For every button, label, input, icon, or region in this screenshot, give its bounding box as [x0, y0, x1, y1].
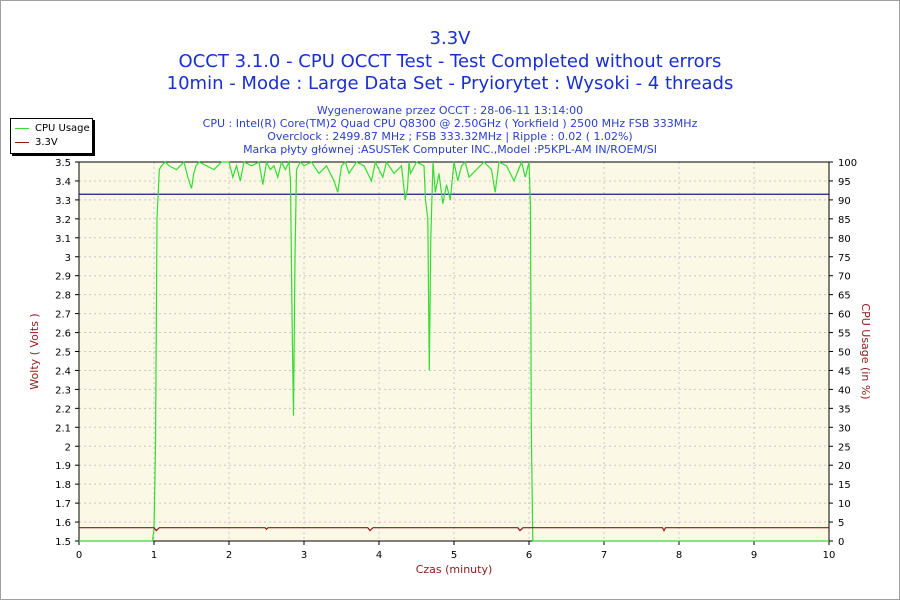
- y-tick-label: 2.4: [55, 366, 71, 377]
- y2-tick-label: 80: [838, 234, 851, 245]
- y-tick-label: 3.2: [55, 215, 71, 226]
- x-tick-label: 10: [823, 550, 836, 561]
- x-tick-label: 3: [301, 550, 307, 561]
- series-line-cpu-usage: [79, 159, 829, 542]
- legend-item-3v3: 3.3V: [15, 137, 58, 149]
- y-tick-label: 3.4: [55, 177, 71, 188]
- y-tick-label: 2: [65, 442, 71, 453]
- y2-tick-label: 40: [838, 385, 851, 396]
- y-tick-label: 2.9: [55, 272, 71, 283]
- legend-item-cpu-usage: CPU Usage: [15, 123, 90, 135]
- y2-tick-label: 20: [838, 461, 851, 472]
- x-axis-label: Czas (minuty): [416, 563, 493, 576]
- y2-tick-label: 100: [838, 158, 857, 169]
- y2-tick-label: 45: [838, 366, 851, 377]
- y-tick-label: 1.7: [55, 499, 71, 510]
- y2-tick-label: 50: [838, 348, 851, 359]
- x-tick-label: 5: [451, 550, 457, 561]
- y-tick-label: 3.3: [55, 196, 71, 207]
- y2-axis-label: CPU Usage (in %): [859, 303, 872, 399]
- y-tick-label: 3.5: [55, 158, 71, 169]
- y-tick-label: 2.6: [55, 329, 71, 340]
- info-cpu: CPU : Intel(R) Core(TM)2 Quad CPU Q8300 …: [202, 117, 698, 130]
- y2-tick-label: 5: [838, 518, 844, 529]
- y2-tick-label: 25: [838, 442, 851, 453]
- chart-subtitle-test: OCCT 3.1.0 - CPU OCCT Test - Test Comple…: [178, 51, 722, 72]
- x-tick-label: 9: [751, 550, 757, 561]
- y2-tick-label: 0: [838, 537, 844, 548]
- y2-tick-label: 15: [838, 480, 851, 491]
- y-tick-label: 1.9: [55, 461, 71, 472]
- legend: CPU Usage 3.3V: [10, 118, 93, 154]
- y2-tick-label: 75: [838, 253, 851, 264]
- y-tick-label: 1.5: [55, 537, 71, 548]
- y-tick-label: 1.8: [55, 480, 71, 491]
- y2-tick-label: 70: [838, 272, 851, 283]
- legend-label-cpu-usage: CPU Usage: [35, 123, 90, 134]
- x-tick-label: 0: [76, 550, 82, 561]
- series-line-3v3: [79, 527, 829, 532]
- y-tick-label: 3.1: [55, 234, 71, 245]
- y2-tick-label: 55: [838, 329, 851, 340]
- x-tick-label: 6: [526, 550, 532, 561]
- y-tick-label: 2.3: [55, 385, 71, 396]
- y-axis-label: Wolty ( Volts ): [28, 313, 41, 389]
- y2-tick-label: 10: [838, 499, 851, 510]
- y-tick-label: 2.8: [55, 291, 71, 302]
- chart-title: 3.3V: [429, 28, 471, 49]
- legend-swatch-3v3: [15, 141, 29, 143]
- info-motherboard: Marka płyty głównej :ASUSTeK Computer IN…: [243, 143, 657, 156]
- x-tick-label: 1: [151, 550, 157, 561]
- y-tick-label: 2.1: [55, 423, 71, 434]
- y-tick-label: 3: [65, 253, 71, 264]
- x-tick-label: 8: [676, 550, 682, 561]
- y2-tick-label: 90: [838, 196, 851, 207]
- info-overclock: Overclock : 2499.87 MHz ; FSB 333.32MHz …: [267, 130, 633, 143]
- info-generated: Wygenerowane przez OCCT : 28-06-11 13:14…: [316, 104, 584, 117]
- x-tick-label: 4: [376, 550, 382, 561]
- x-tick-label: 7: [601, 550, 607, 561]
- y2-tick-label: 35: [838, 404, 851, 415]
- y2-tick-label: 30: [838, 423, 851, 434]
- y2-tick-label: 60: [838, 310, 851, 321]
- y-tick-label: 2.5: [55, 348, 71, 359]
- chart-subtitle-mode: 10min - Mode : Large Data Set - Pryioryt…: [166, 73, 734, 94]
- legend-swatch-cpu-usage: [15, 127, 29, 129]
- y2-tick-label: 95: [838, 177, 851, 188]
- y-tick-label: 2.2: [55, 404, 71, 415]
- y2-tick-label: 65: [838, 291, 851, 302]
- legend-label-3v3: 3.3V: [35, 137, 58, 148]
- y-tick-label: 1.6: [55, 518, 71, 529]
- x-tick-label: 2: [226, 550, 232, 561]
- y-tick-label: 2.7: [55, 310, 71, 321]
- y2-tick-label: 85: [838, 215, 851, 226]
